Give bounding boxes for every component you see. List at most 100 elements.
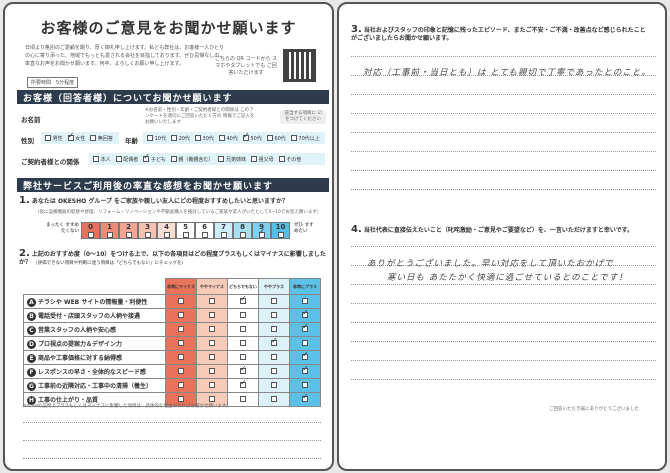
checkbox[interactable] <box>144 232 151 238</box>
rel-option[interactable]: 親（義親含む） <box>170 156 213 163</box>
checkbox[interactable] <box>93 156 99 162</box>
checkbox[interactable] <box>194 135 201 141</box>
checkbox[interactable] <box>251 156 258 162</box>
age-option[interactable]: 40代 <box>218 135 238 142</box>
rel-option[interactable]: その他 <box>278 156 301 163</box>
checkbox[interactable] <box>209 312 215 319</box>
answer-line[interactable] <box>351 246 656 247</box>
checkbox[interactable] <box>90 135 97 141</box>
answer-line[interactable] <box>351 75 656 76</box>
checkbox[interactable] <box>125 232 132 238</box>
checkbox[interactable] <box>106 232 113 238</box>
checkbox[interactable] <box>209 396 215 403</box>
answer-line[interactable] <box>351 341 656 342</box>
age-option[interactable]: 20代 <box>170 135 190 142</box>
age-option[interactable]: 10代 <box>147 135 166 142</box>
checkbox[interactable] <box>115 156 122 162</box>
checkbox[interactable] <box>45 135 51 141</box>
checkbox[interactable] <box>240 326 246 333</box>
answer-line[interactable] <box>351 132 656 133</box>
checkbox[interactable] <box>209 340 215 347</box>
checkbox[interactable] <box>302 364 309 375</box>
checkbox[interactable] <box>266 135 273 141</box>
checkbox[interactable] <box>240 354 246 361</box>
answer-line[interactable] <box>351 56 656 57</box>
checkbox[interactable] <box>163 232 170 238</box>
checkbox[interactable] <box>147 135 153 141</box>
checkbox[interactable] <box>302 322 309 333</box>
checkbox[interactable] <box>278 156 285 162</box>
scale-option-8[interactable]: 8 <box>233 222 252 239</box>
scale-option-9[interactable]: 9 <box>252 222 271 239</box>
checkbox[interactable] <box>277 232 284 238</box>
checkbox[interactable] <box>170 135 177 141</box>
checkbox[interactable] <box>178 298 184 305</box>
gender-option[interactable]: 男性 <box>45 135 63 142</box>
checkbox[interactable] <box>178 326 184 333</box>
checkbox[interactable] <box>178 368 184 375</box>
checkbox[interactable] <box>67 131 74 141</box>
checkbox[interactable] <box>170 156 177 162</box>
age-option[interactable]: 60代 <box>266 135 286 142</box>
rel-option[interactable]: 子ども <box>143 152 166 163</box>
gender-option[interactable]: 女性 <box>67 131 85 142</box>
checkbox[interactable] <box>271 326 277 333</box>
checkbox[interactable] <box>240 294 247 305</box>
answer-line[interactable] <box>351 113 656 114</box>
checkbox[interactable] <box>239 232 246 238</box>
scale-option-0[interactable]: 0 <box>81 222 100 239</box>
age-option[interactable]: 50代 <box>242 131 262 142</box>
checkbox[interactable] <box>302 392 309 403</box>
checkbox[interactable] <box>87 232 94 238</box>
answer-line[interactable] <box>351 265 656 266</box>
checkbox[interactable] <box>271 298 277 305</box>
answer-line[interactable] <box>351 322 656 323</box>
checkbox[interactable] <box>240 312 246 319</box>
checkbox[interactable] <box>209 354 215 361</box>
answer-line[interactable] <box>351 94 656 95</box>
checkbox[interactable] <box>178 340 184 347</box>
gender-option[interactable]: 無回答 <box>90 135 113 142</box>
checkbox[interactable] <box>178 312 184 319</box>
scale-option-6[interactable]: 6 <box>195 222 214 239</box>
checkbox[interactable] <box>271 354 277 361</box>
answer-line[interactable] <box>351 303 656 304</box>
checkbox[interactable] <box>258 228 265 238</box>
checkbox[interactable] <box>302 340 308 347</box>
checkbox[interactable] <box>178 396 184 403</box>
checkbox[interactable] <box>178 354 184 361</box>
checkbox[interactable] <box>271 312 277 319</box>
checkbox[interactable] <box>182 232 189 238</box>
age-option[interactable]: 70代以上 <box>290 135 320 142</box>
rel-option[interactable]: 兄弟姉妹 <box>218 156 246 163</box>
checkbox[interactable] <box>240 396 246 403</box>
checkbox[interactable] <box>302 298 308 305</box>
answer-line[interactable] <box>351 360 656 361</box>
answer-line[interactable] <box>351 170 656 171</box>
scale-option-3[interactable]: 3 <box>138 222 157 239</box>
checkbox[interactable] <box>240 364 247 375</box>
scale-option-7[interactable]: 7 <box>214 222 233 239</box>
checkbox[interactable] <box>302 308 309 319</box>
checkbox[interactable] <box>209 368 215 375</box>
checkbox[interactable] <box>302 350 309 361</box>
checkbox[interactable] <box>218 135 225 141</box>
checkbox[interactable] <box>240 340 246 347</box>
answer-line[interactable] <box>351 151 656 152</box>
answer-line[interactable] <box>351 189 656 190</box>
rel-option[interactable]: 配偶者 <box>115 156 138 163</box>
answer-line[interactable] <box>351 379 656 380</box>
answer-line[interactable] <box>23 440 321 441</box>
scale-option-4[interactable]: 4 <box>157 222 176 239</box>
answer-line[interactable] <box>23 458 321 459</box>
checkbox[interactable] <box>302 382 308 389</box>
scale-option-1[interactable]: 1 <box>100 222 119 239</box>
checkbox[interactable] <box>271 368 277 375</box>
checkbox[interactable] <box>218 156 225 162</box>
rel-option[interactable]: 祖父母 <box>251 156 274 163</box>
checkbox[interactable] <box>271 336 278 347</box>
scale-option-2[interactable]: 2 <box>119 222 138 239</box>
checkbox[interactable] <box>143 152 150 162</box>
qr-code-icon[interactable] <box>283 49 316 82</box>
checkbox[interactable] <box>220 232 227 238</box>
